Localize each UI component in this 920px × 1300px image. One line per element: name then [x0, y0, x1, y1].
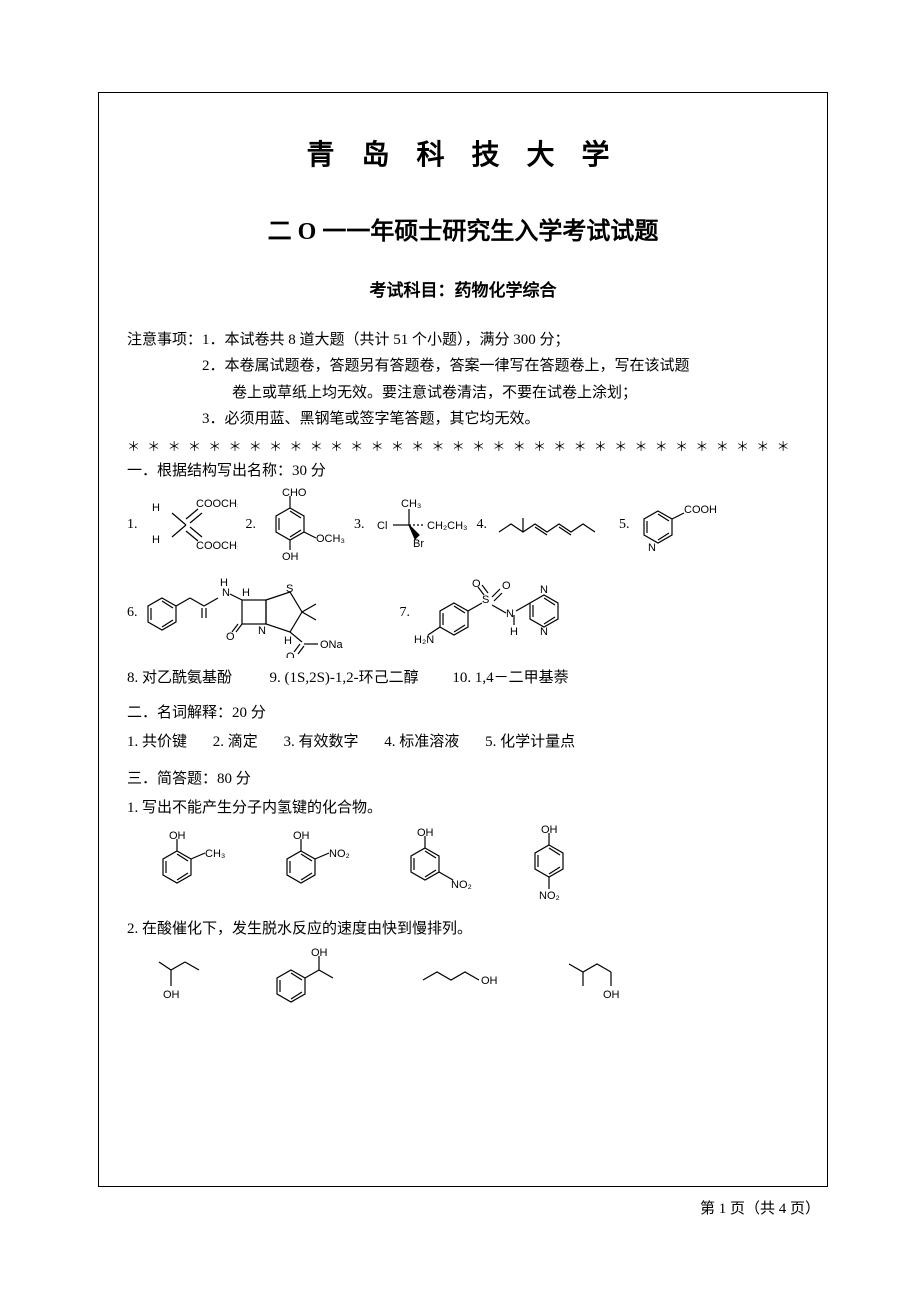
chem-num-6: 6.	[127, 605, 138, 621]
svg-text:H: H	[220, 577, 228, 589]
q2-struct-b-icon: OH	[261, 944, 381, 1010]
svg-text:O: O	[226, 631, 235, 643]
structure-2-icon: CHO OCH₃ OH	[260, 488, 346, 562]
svg-text:OH: OH	[417, 827, 434, 839]
notice-label: 注意事项：	[127, 327, 202, 353]
svg-text:Cl: Cl	[377, 520, 387, 532]
svg-text:COOCH₃: COOCH₃	[196, 540, 238, 552]
q2-struct-c-icon: OH	[415, 952, 525, 1002]
q2-struct-a-icon: OH	[137, 944, 227, 1010]
chem-num-2: 2.	[246, 517, 257, 533]
term-2: 2. 滴定	[213, 734, 258, 750]
notice-block: 注意事项： 1．本试卷共 8 道大题（共计 51 个小题），满分 300 分； …	[127, 327, 799, 432]
page-frame: 青 岛 科 技 大 学 二 O 一一年硕士研究生入学考试试题 考试科目：药物化学…	[98, 92, 828, 1187]
svg-text:OH: OH	[169, 830, 186, 842]
chem-item-4: 4.	[477, 500, 612, 550]
section-3-title: 三．简答题：80 分	[127, 767, 799, 788]
structure-6-icon: N H H O S N H	[142, 568, 372, 658]
q1-struct-c-icon: OH NO₂	[395, 826, 485, 904]
chem-num-7: 7.	[400, 605, 411, 621]
svg-text:H: H	[152, 502, 160, 514]
svg-text:OCH₃: OCH₃	[316, 533, 345, 545]
term-1: 1. 共价键	[127, 734, 187, 750]
chem-item-7: 7. H₂N S O O	[400, 573, 615, 653]
chem-row-2: 6. N H H	[127, 568, 799, 658]
q1-struct-a-icon: OH CH₃	[147, 829, 237, 901]
svg-text:O: O	[502, 580, 511, 592]
svg-text:N: N	[258, 625, 266, 637]
svg-text:O: O	[472, 578, 481, 590]
notice-item-2a: 2．本卷属试题卷，答题另有答题卷，答案一律写在答题卷上，写在该试题	[127, 353, 799, 379]
svg-text:H: H	[242, 587, 250, 599]
section-1-title: 一．根据结构写出名称：30 分	[127, 459, 799, 480]
svg-text:COOH: COOH	[684, 504, 717, 516]
svg-text:O: O	[286, 651, 295, 658]
q1-struct-d-icon: OH NO₂	[519, 823, 589, 907]
svg-text:OH: OH	[293, 830, 310, 842]
notice-item-1: 1．本试卷共 8 道大题（共计 51 个小题），满分 300 分；	[202, 327, 799, 353]
svg-text:OH: OH	[541, 824, 558, 836]
star-divider: ＊＊＊＊＊＊＊＊＊＊＊＊＊＊＊＊＊＊＊＊＊＊＊＊＊＊＊＊＊＊＊＊＊＊＊＊＊＊＊＊	[127, 436, 799, 455]
structure-5-icon: N COOH	[634, 497, 724, 553]
chem-num-1: 1.	[127, 517, 138, 533]
q2-struct-d-icon: OH	[559, 944, 659, 1010]
q2-structures: OH OH OH OH	[137, 944, 799, 1010]
svg-text:CH₂CH₃: CH₂CH₃	[427, 520, 468, 532]
q1-structures: OH CH₃ OH NO₂ OH	[147, 823, 799, 907]
svg-text:H: H	[284, 635, 292, 647]
svg-text:OH: OH	[163, 989, 180, 1001]
page-number: 第 1 页（共 4 页）	[700, 1197, 820, 1218]
chem-item-6: 6. N H H	[127, 568, 372, 658]
chem-item-5: 5. N COOH	[619, 497, 724, 553]
term-4: 4. 标准溶液	[384, 734, 459, 750]
svg-text:NO₂: NO₂	[451, 879, 472, 891]
structure-4-icon	[491, 500, 611, 550]
svg-text:CH₃: CH₃	[401, 498, 421, 510]
chem-num-5: 5.	[619, 517, 630, 533]
notice-item-2b: 卷上或草纸上均无效。要注意试卷清洁，不要在试卷上涂划；	[127, 380, 799, 406]
svg-text:N: N	[506, 608, 514, 620]
chem-item-3: 3. CH₃ Cl CH₂CH₃ Br	[354, 495, 469, 555]
svg-text:N: N	[540, 584, 548, 596]
svg-text:COOCH₃: COOCH₃	[196, 498, 238, 510]
chem-row-1: 1. H H COOCH₃ COOCH₃ 2.	[127, 488, 799, 562]
svg-text:OH: OH	[603, 989, 620, 1001]
section-1-text-items: 8. 对乙酰氨基酚 9. (1S,2S)-1,2-环己二醇 10. 1,4－二甲…	[127, 666, 799, 687]
svg-text:Br: Br	[413, 538, 424, 550]
svg-text:N: N	[648, 542, 656, 553]
svg-text:CHO: CHO	[282, 488, 307, 499]
q1-struct-b-icon: OH NO₂	[271, 829, 361, 901]
chem-item-1: 1. H H COOCH₃ COOCH₃	[127, 493, 238, 557]
svg-text:H: H	[510, 626, 518, 638]
svg-text:NO₂: NO₂	[539, 890, 560, 902]
svg-text:S: S	[482, 594, 489, 606]
svg-text:ONa: ONa	[320, 639, 344, 651]
svg-text:H₂N: H₂N	[414, 634, 434, 646]
svg-text:H: H	[152, 534, 160, 546]
svg-text:OH: OH	[311, 947, 328, 959]
structure-3-icon: CH₃ Cl CH₂CH₃ Br	[369, 495, 469, 555]
structure-7-icon: H₂N S O O N H	[414, 573, 614, 653]
svg-text:N: N	[540, 626, 548, 638]
svg-text:NO₂: NO₂	[329, 848, 350, 860]
section-2-terms: 1. 共价键 2. 滴定 3. 有效数字 4. 标准溶液 5. 化学计量点	[127, 730, 799, 751]
chem-num-4: 4.	[477, 517, 488, 533]
svg-text:OH: OH	[282, 551, 299, 562]
svg-text:CH₃: CH₃	[205, 848, 225, 860]
svg-text:S: S	[286, 583, 293, 595]
section-2-title: 二．名词解释：20 分	[127, 701, 799, 722]
chem-item-2: 2. CHO OCH₃ OH	[246, 488, 347, 562]
subject-line: 考试科目：药物化学综合	[127, 276, 799, 301]
section-3-q2: 2. 在酸催化下，发生脱水反应的速度由快到慢排列。	[127, 917, 799, 938]
term-5: 5. 化学计量点	[485, 734, 575, 750]
term-3: 3. 有效数字	[284, 734, 359, 750]
notice-item-3: 3．必须用蓝、黑钢笔或签字笔答题，其它均无效。	[127, 406, 799, 432]
university-name: 青 岛 科 技 大 学	[127, 133, 799, 173]
svg-text:OH: OH	[481, 975, 498, 987]
section-3-q1: 1. 写出不能产生分子内氢键的化合物。	[127, 796, 799, 817]
exam-title: 二 O 一一年硕士研究生入学考试试题	[127, 211, 799, 246]
structure-1-icon: H H COOCH₃ COOCH₃	[142, 493, 238, 557]
chem-num-3: 3.	[354, 517, 365, 533]
